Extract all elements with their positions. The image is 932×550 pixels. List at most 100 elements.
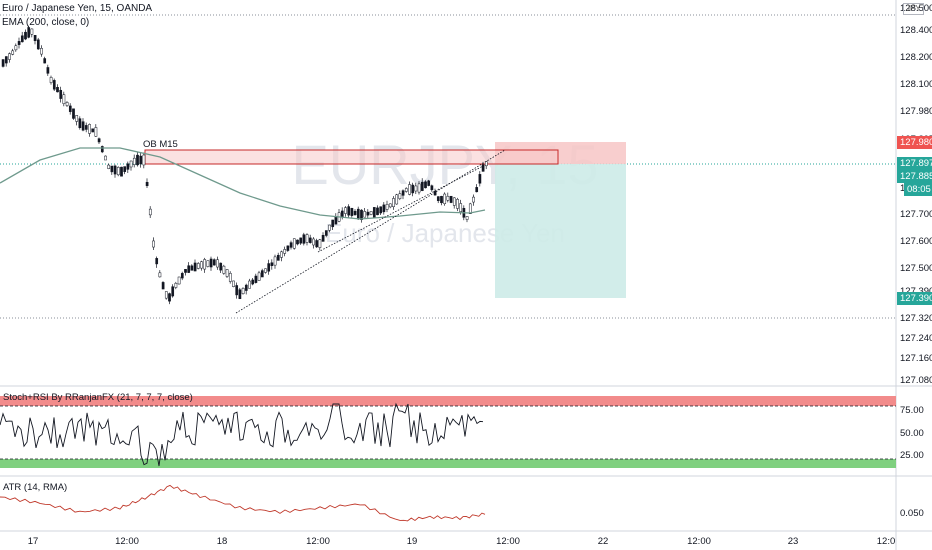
candle-body — [401, 190, 405, 196]
candle-body — [280, 251, 283, 258]
candle-body — [414, 185, 418, 192]
price-tick-label: 127.160 — [900, 353, 932, 364]
stoch-tick-label: 50.00 — [900, 428, 924, 439]
candle-body — [273, 256, 277, 266]
time-tick-label: 22 — [598, 536, 609, 547]
candle-body — [372, 207, 376, 218]
time-tick-label: 12:00 — [496, 536, 520, 547]
candle-body — [97, 138, 101, 143]
candle-body — [427, 180, 431, 186]
candle-body — [312, 238, 315, 246]
candle-body — [20, 35, 24, 43]
symbol-title[interactable]: Euro / Japanese Yen, 15, OANDA — [2, 3, 153, 14]
price-tick-label: 128.500 — [900, 3, 932, 14]
price-tick-label: 128.400 — [900, 25, 932, 36]
candle-body — [388, 203, 392, 208]
candle-body — [43, 58, 47, 64]
candle-body — [395, 194, 399, 205]
candle-body — [299, 237, 303, 244]
candle-body — [155, 258, 159, 265]
candle-body — [356, 208, 360, 220]
price-tick-label: 127.320 — [900, 313, 932, 324]
candle-body — [116, 167, 120, 176]
price-tick-label: 127.600 — [900, 236, 932, 247]
candle-body — [420, 181, 424, 191]
candle-body — [369, 211, 373, 215]
order-block-rect[interactable] — [144, 149, 559, 165]
candle-body — [398, 193, 402, 199]
candle-body — [331, 219, 335, 228]
currency-badge[interactable]: JPY — [903, 3, 924, 15]
ema-legend[interactable]: EMA (200, close, 0) — [2, 17, 90, 28]
candle-body — [296, 239, 299, 245]
candle-body — [56, 87, 59, 93]
candle-body — [30, 28, 34, 35]
price-tick-label: 127.390 — [900, 286, 932, 297]
price-tick-label: 127.700 — [900, 209, 932, 220]
stoch-oversold-band — [0, 459, 896, 468]
candle-body — [65, 102, 69, 106]
countdown-tag: 08:05 — [904, 183, 932, 196]
candle-body — [11, 50, 15, 55]
candle-body — [123, 166, 127, 172]
time-axis[interactable]: 17 12:00 18 12:00 19 12:00 22 12:00 23 12:0 — [28, 536, 896, 547]
candle-body — [238, 289, 242, 299]
candle-body — [72, 108, 75, 119]
candle-body — [376, 207, 379, 216]
candle-body — [17, 41, 21, 45]
candle-body — [424, 181, 427, 189]
atr-legend[interactable]: ATR (14, RMA) — [3, 482, 68, 493]
candle-body — [456, 199, 459, 209]
candlestick-series — [1, 25, 488, 305]
candle-body — [267, 263, 271, 272]
candle-body — [430, 185, 434, 191]
candle-body — [484, 161, 488, 167]
candle-body — [110, 165, 114, 173]
candle-body — [196, 263, 200, 269]
candle-body — [363, 211, 367, 218]
candle-body — [40, 48, 43, 55]
take-profit-zone[interactable] — [495, 164, 626, 298]
candle-body — [152, 240, 155, 248]
candle-body — [148, 208, 152, 216]
time-tick-label: 12:00 — [687, 536, 711, 547]
trendline-upper[interactable] — [317, 164, 486, 253]
candle-body — [193, 262, 197, 272]
stoch-legend[interactable]: Stoch+RSI By RRanjanFX (21, 7, 7, 7, clo… — [3, 392, 193, 403]
candle-body — [232, 280, 235, 287]
trendline-lower[interactable] — [235, 149, 506, 314]
atr-axis[interactable]: 0.050 — [900, 508, 924, 519]
candle-body — [139, 155, 143, 165]
stoch-axis[interactable]: 75.00 50.00 25.00 — [900, 405, 924, 461]
candle-body — [75, 115, 79, 122]
time-tick-label: 18 — [217, 536, 228, 547]
candle-body — [289, 242, 293, 248]
candle-body — [472, 196, 475, 203]
candle-body — [404, 188, 408, 192]
candle-body — [129, 160, 133, 168]
candle-body — [158, 272, 162, 278]
candle-body — [459, 203, 463, 212]
target-price-tag: 127.390 — [897, 292, 932, 305]
candle-body — [78, 118, 82, 129]
candle-body — [206, 260, 210, 267]
candle-body — [270, 262, 274, 266]
candle-body — [228, 273, 232, 282]
candle-body — [107, 164, 111, 169]
stop-price-tag: 127.980 — [897, 136, 932, 149]
candle-body — [68, 105, 72, 112]
candle-body — [52, 80, 56, 90]
candle-body — [184, 269, 187, 273]
candle-body — [321, 234, 325, 242]
candle-body — [305, 234, 309, 243]
candle-body — [308, 237, 312, 243]
candle-body — [292, 238, 296, 249]
time-tick-label: 12:00 — [115, 536, 139, 547]
candle-body — [33, 35, 37, 41]
candle-body — [104, 155, 107, 161]
candle-body — [257, 272, 261, 281]
candle-body — [1, 59, 5, 67]
candle-body — [94, 127, 98, 137]
candle-body — [216, 259, 219, 268]
